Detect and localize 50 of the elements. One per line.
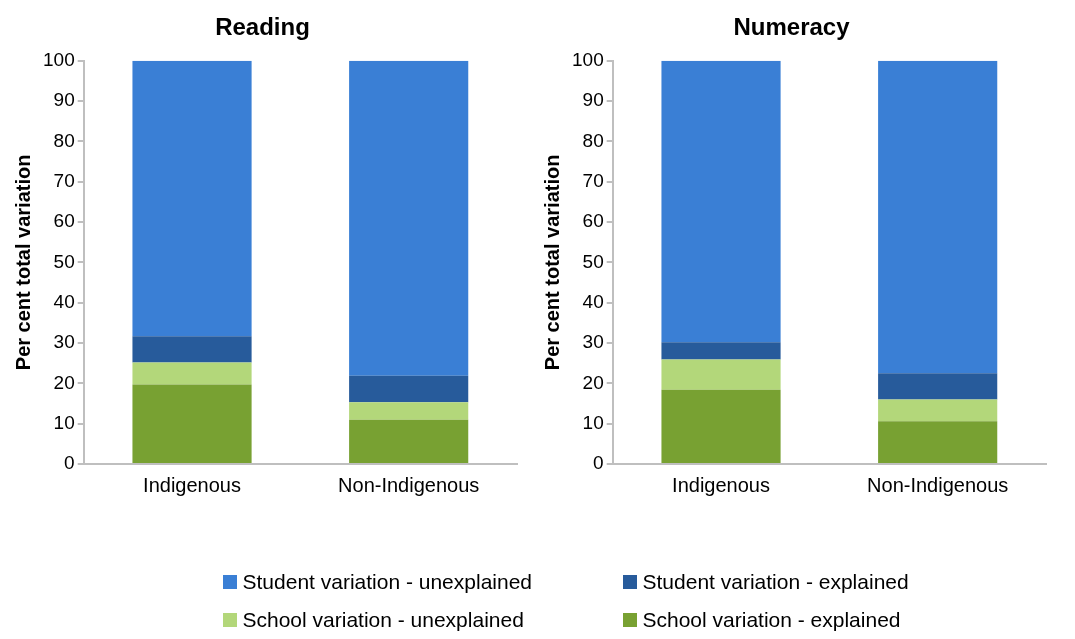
y-tick-label: 50	[582, 250, 604, 272]
y-tick-label: 0	[593, 452, 604, 474]
x-tick-label: Non-Indigenous	[867, 473, 1009, 496]
legend-label: School variation - explained	[642, 608, 901, 632]
y-tick-label: 20	[53, 371, 75, 393]
legend-label: Student variation - unexplained	[242, 570, 533, 594]
legend-label: Student variation - explained	[642, 570, 909, 594]
bar	[661, 389, 781, 463]
bar	[878, 373, 998, 400]
y-tick-label: 40	[582, 290, 604, 312]
y-tick-label: 30	[582, 331, 604, 353]
y-tick-label: 70	[582, 169, 604, 191]
bar	[132, 60, 252, 337]
y-tick-label: 40	[53, 290, 75, 312]
bar	[132, 336, 252, 363]
bar	[661, 359, 781, 390]
y-tick-label: 70	[53, 169, 75, 191]
chart-title: Reading	[215, 13, 310, 41]
bar	[349, 402, 469, 420]
y-tick-label: 90	[582, 89, 604, 111]
y-tick-label: 50	[53, 250, 75, 272]
y-axis-title: Per cent total variation	[11, 154, 34, 371]
y-tick-label: 80	[53, 129, 75, 151]
bar	[878, 60, 998, 374]
y-tick-label: 60	[53, 210, 75, 232]
bar	[661, 60, 781, 343]
x-tick-label: Indigenous	[672, 473, 770, 496]
y-axis-title: Per cent total variation	[540, 154, 563, 371]
bar	[878, 421, 998, 463]
y-tick-label: 10	[582, 411, 604, 433]
y-tick-label: 20	[582, 371, 604, 393]
legend-label: School variation - unexplained	[242, 608, 524, 632]
y-tick-label: 30	[53, 331, 75, 353]
x-tick-label: Indigenous	[143, 473, 241, 496]
bar	[878, 399, 998, 422]
y-tick-label: 60	[582, 210, 604, 232]
bar	[349, 60, 469, 376]
bar	[349, 419, 469, 463]
y-tick-label: 80	[582, 129, 604, 151]
y-tick-label: 90	[53, 89, 75, 111]
y-tick-label: 0	[64, 452, 75, 474]
bar	[661, 342, 781, 360]
y-tick-label: 10	[53, 411, 75, 433]
chart-title: Numeracy	[733, 13, 851, 41]
bar	[132, 384, 252, 463]
y-tick-label: 100	[43, 49, 75, 71]
y-tick-label: 100	[572, 49, 604, 71]
x-tick-label: Non-Indigenous	[338, 473, 480, 496]
bar	[349, 375, 469, 403]
bar	[132, 362, 252, 385]
